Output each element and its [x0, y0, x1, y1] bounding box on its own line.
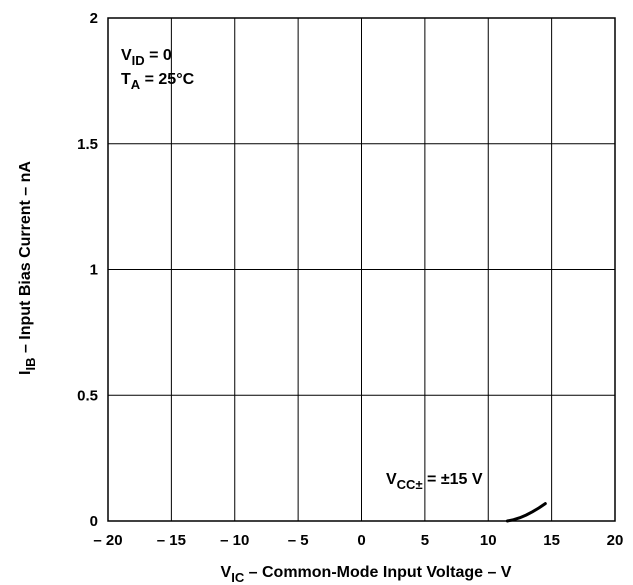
- series-curves: [505, 502, 547, 523]
- x-tick-label: – 10: [220, 532, 249, 549]
- x-tick-label: 0: [357, 532, 365, 549]
- series-line: [505, 502, 547, 523]
- x-tick-label: 15: [543, 532, 560, 549]
- y-tick-label: 0: [90, 513, 98, 530]
- x-tick-label: – 5: [288, 532, 309, 549]
- condition-ta: TA = 25°C: [121, 71, 195, 92]
- y-tick-label: 1.5: [77, 136, 98, 153]
- plot-frame: [107, 17, 616, 522]
- y-tick-label: 1: [90, 262, 98, 279]
- x-tick-label: 20: [607, 532, 624, 549]
- x-axis-label: VIC – Common-Mode Input Voltage – V: [221, 564, 512, 585]
- y-tick-label: 0.5: [77, 387, 98, 404]
- y-tick-label: 2: [90, 10, 98, 27]
- grid-lines: [107, 17, 616, 522]
- x-tick-label: 5: [421, 532, 429, 549]
- x-tick-label: 10: [480, 532, 497, 549]
- x-tick-labels: – 20 – 15 – 10 – 5 0 5 10 15 20: [93, 532, 623, 549]
- condition-vid: VID = 0: [121, 47, 172, 68]
- curve-annotation-vcc: VCC± = ±15 V: [386, 471, 483, 492]
- x-tick-label: – 20: [93, 532, 122, 549]
- y-axis-label: IIB – Input Bias Current – nA: [17, 161, 38, 375]
- x-tick-label: – 15: [157, 532, 186, 549]
- y-tick-labels: 0 0.5 1 1.5 2: [77, 10, 98, 530]
